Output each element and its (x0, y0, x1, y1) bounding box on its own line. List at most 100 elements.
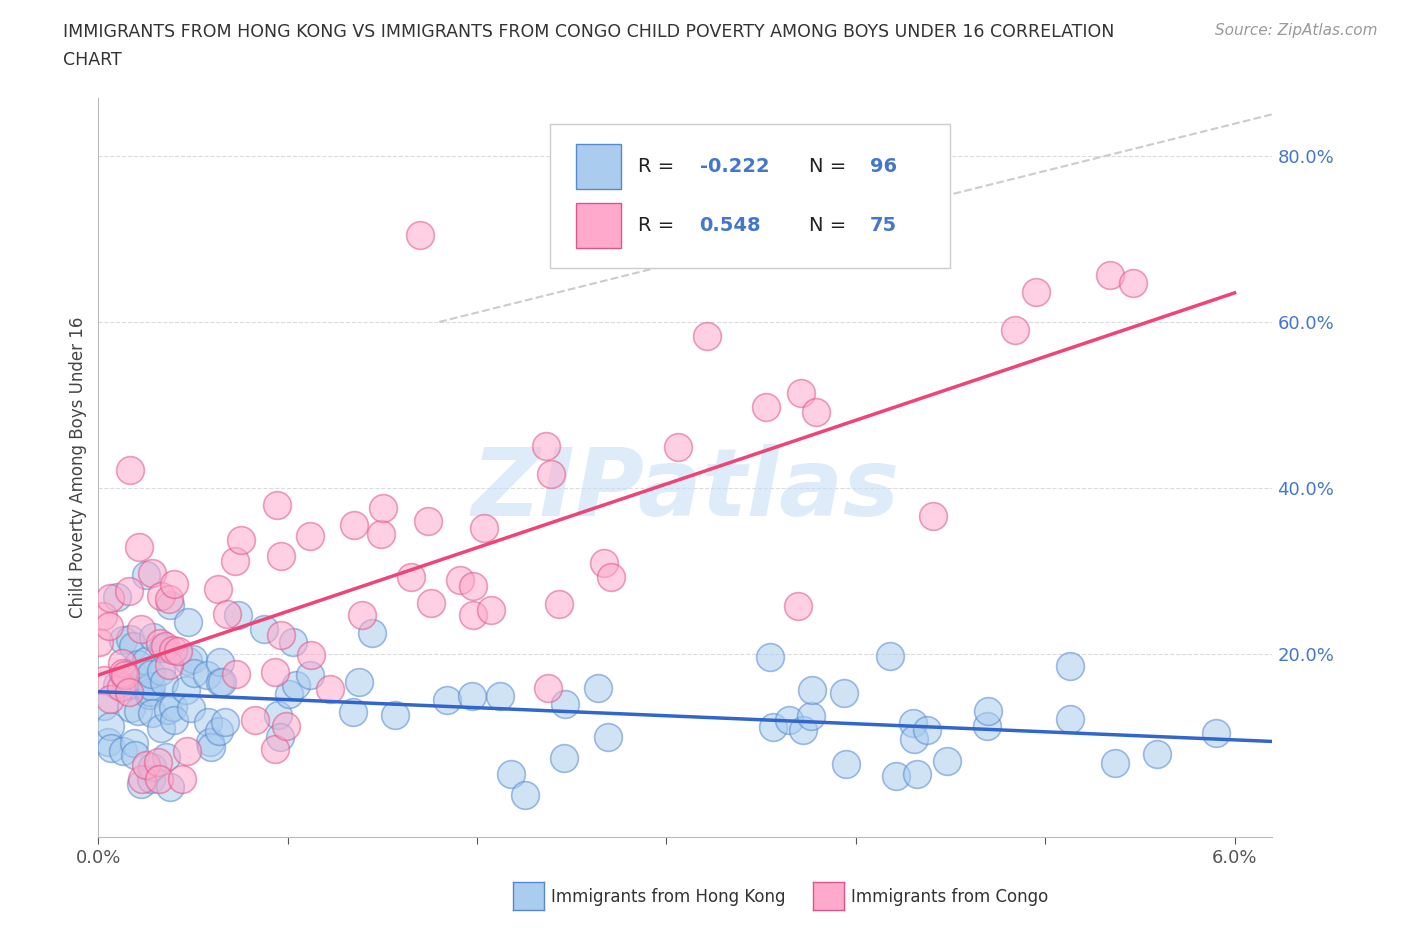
Point (420, 595, 443, 610)
Point (118, 583, 141, 598)
Text: ZIPatlas: ZIPatlas (471, 444, 900, 536)
Point (141, 706, 163, 721)
Point (87, 635, 110, 650)
Point (131, 771, 153, 786)
Point (148, 754, 170, 769)
Point (207, 582, 229, 597)
FancyBboxPatch shape (576, 144, 621, 189)
Point (778, 712, 800, 727)
Point (129, 621, 152, 636)
Point (225, 667, 247, 682)
Point (243, 712, 266, 727)
Point (281, 634, 304, 649)
Text: CHART: CHART (63, 51, 122, 69)
Point (472, 521, 495, 536)
Point (166, 644, 188, 658)
Point (789, 385, 811, 400)
Point (177, 615, 200, 630)
Point (162, 643, 184, 658)
Point (129, 777, 152, 791)
Point (935, 754, 957, 769)
Point (93, 672, 115, 687)
Point (163, 577, 186, 591)
Point (800, 709, 823, 724)
Point (1205, 725, 1227, 740)
Point (114, 668, 136, 683)
Point (98, 591, 121, 605)
Point (208, 674, 231, 689)
Point (1059, 658, 1081, 673)
Point (298, 528, 321, 543)
Point (153, 674, 176, 689)
Point (93, 698, 115, 713)
Point (181, 651, 204, 666)
Point (977, 704, 1000, 719)
Point (139, 678, 162, 693)
Point (135, 757, 157, 772)
Text: R =: R = (638, 157, 681, 176)
Point (174, 683, 197, 698)
Point (98, 692, 121, 707)
Text: Immigrants from Hong Kong: Immigrants from Hong Kong (551, 888, 786, 907)
Point (449, 573, 471, 588)
Point (593, 556, 616, 571)
Point (263, 741, 285, 756)
Point (139, 772, 162, 787)
Point (120, 701, 142, 716)
Point (114, 677, 136, 692)
Point (253, 622, 276, 637)
Point (488, 688, 510, 703)
Point (157, 658, 180, 672)
Point (804, 405, 827, 419)
Point (922, 508, 945, 523)
Point (111, 656, 134, 671)
Point (111, 632, 134, 647)
Point (370, 526, 392, 541)
Point (270, 628, 292, 643)
Point (835, 757, 858, 772)
Point (903, 715, 925, 730)
Point (787, 599, 810, 614)
Point (270, 548, 292, 563)
Point (148, 771, 170, 786)
Point (409, 227, 432, 242)
Point (127, 657, 149, 671)
Point (105, 590, 128, 604)
Point (1122, 275, 1144, 290)
Point (156, 702, 179, 717)
Point (141, 565, 163, 580)
Point (98, 619, 121, 634)
Text: 0.548: 0.548 (700, 216, 761, 235)
Text: N =: N = (808, 216, 852, 235)
Point (228, 607, 250, 622)
Point (149, 635, 172, 650)
Point (266, 708, 288, 723)
Point (149, 721, 172, 736)
Point (152, 641, 174, 656)
Point (135, 654, 157, 669)
Point (540, 467, 562, 482)
Point (195, 667, 218, 682)
Text: 75: 75 (870, 216, 897, 235)
Point (263, 665, 285, 680)
Point (360, 625, 382, 640)
Point (319, 681, 342, 696)
Point (759, 650, 782, 665)
Point (177, 654, 200, 669)
Point (153, 639, 176, 654)
Point (176, 743, 198, 758)
Point (1146, 747, 1168, 762)
Point (124, 748, 146, 763)
Point (832, 685, 855, 700)
Point (343, 518, 366, 533)
Point (93, 608, 115, 623)
Point (1004, 323, 1026, 338)
Point (127, 703, 149, 718)
Point (198, 735, 221, 750)
Point (180, 700, 202, 715)
Point (150, 589, 173, 604)
Text: -0.222: -0.222 (700, 157, 769, 176)
Point (347, 674, 370, 689)
Point (600, 570, 623, 585)
Point (98, 718, 121, 733)
